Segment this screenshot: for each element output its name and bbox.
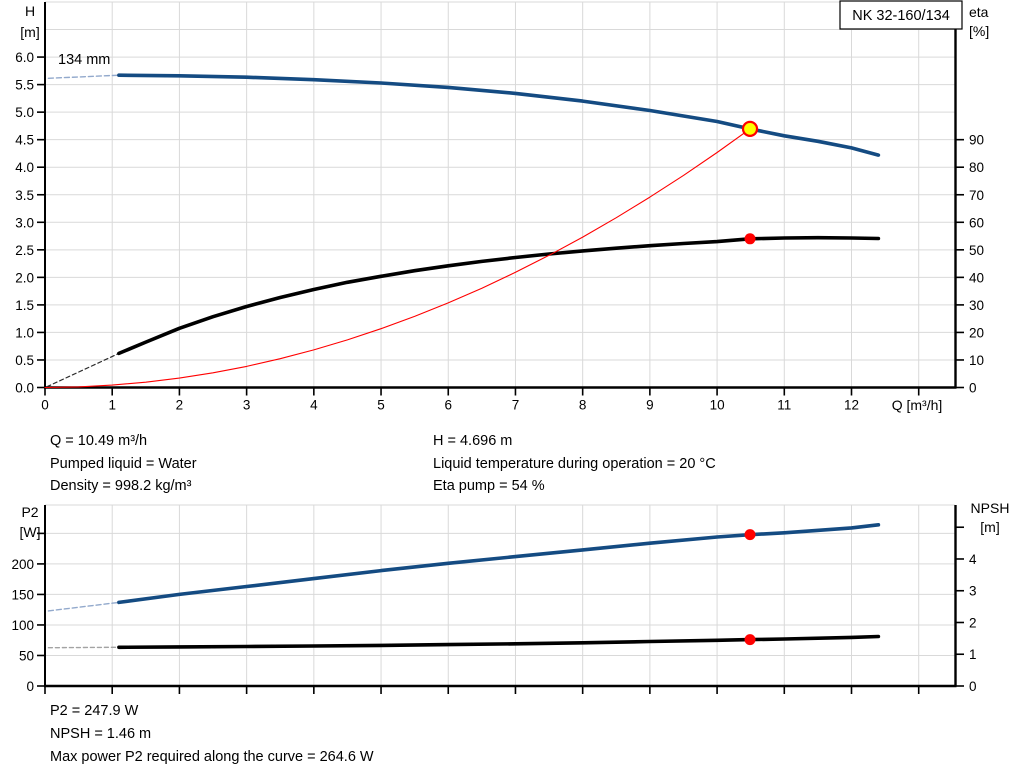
left-axis-title: [W] [20,524,41,540]
info-p2: P2 = 247.9 W [50,703,139,719]
x-axis-title: Q [m³/h] [892,397,943,413]
duty-point-npsh [744,634,756,646]
left-tick-label: 0.5 [15,353,34,368]
left-axis-title: [m] [20,24,39,40]
info-h: H = 4.696 m [433,433,513,449]
power-npsh-info: P2 = 247.9 W NPSH = 1.46 m Max power P2 … [50,700,374,769]
right-tick-label: 20 [969,325,984,340]
duty-point-p2 [744,529,756,541]
right-tick-label: 60 [969,215,984,230]
right-tick-label: 10 [969,353,984,368]
head-curve-lowflow-dashed [47,74,120,79]
left-tick-label: 4.0 [15,160,34,175]
x-tick-label: 9 [646,398,654,413]
info-q: Q = 10.49 m³/h [50,433,148,449]
x-tick-label: 4 [310,398,318,413]
right-tick-label: 0 [969,679,977,694]
left-tick-label: 50 [19,648,34,663]
npsh-curve [117,634,881,650]
x-tick-label: 2 [176,398,184,413]
duty-point-info-right: H = 4.696 m Liquid temperature during op… [433,430,716,498]
x-tick-label: 8 [579,398,587,413]
p2-curve [117,523,881,605]
right-axis-title: NPSH [971,500,1010,516]
left-axis-title: P2 [21,504,38,520]
duty-point-info-left: Q = 10.49 m³/h Pumped liquid = Water Den… [50,430,197,498]
info-liquid-temperature: Liquid temperature during operation = 20… [433,455,716,472]
left-tick-label: 2.0 [15,270,34,285]
left-tick-label: 6.0 [15,50,34,65]
x-tick-label: 6 [444,398,452,413]
left-tick-label: 1.5 [15,298,34,313]
impeller-diameter-label: 134 mm [58,52,110,68]
head-efficiency-chart: 0 1 2 3 4 5 6 7 8 9 10 11 12 Q [m³/h]0.00.51.01.52.02… [15,0,989,413]
pump-type-label: NK 32-160/134 [852,8,950,24]
right-axis-title: [%] [969,23,989,39]
right-tick-label: 70 [969,188,984,203]
left-tick-label: 150 [11,587,34,602]
left-tick-label: 4.5 [15,133,34,148]
eta-curve [117,235,881,356]
head-curve [117,73,881,157]
right-tick-label: 80 [969,160,984,175]
power-npsh-chart: 0 50 100 150 200 P2 [W] 0 1 2 3 4 NPSH [m] [11,500,1009,694]
left-tick-label: 2.5 [15,243,34,258]
left-tick-label: 3.5 [15,188,34,203]
left-tick-label: 5.0 [15,105,34,120]
left-tick-label: 5.5 [15,78,34,93]
x-tick-label: 7 [512,398,520,413]
p2-curve-lowflow-dashed [47,601,120,612]
right-tick-label: 2 [969,615,977,630]
info-pumped-liquid: Pumped liquid = Water [50,455,197,472]
x-tick-label: 10 [710,398,725,413]
duty-point-head [741,120,759,137]
right-tick-label: 0 [969,381,977,396]
x-tick-label: 1 [108,398,116,413]
left-axis-title: H [25,3,35,19]
x-tick-label: 5 [377,398,385,413]
left-tick-label: 3.0 [15,215,34,230]
right-axis-title: eta [969,4,989,20]
info-eta-pump: Eta pump = 54 % [433,478,545,494]
eta-curve-lowflow-dashed [46,352,120,388]
info-npsh: NPSH = 1.46 m [50,726,152,742]
x-tick-label: 11 [777,398,791,413]
x-tick-label: 0 [41,398,49,413]
left-tick-label: 100 [11,618,34,633]
info-density: Density = 998.2 kg/m³ [50,478,192,494]
duty-point-eta [744,233,756,245]
left-tick-label: 0 [26,679,34,694]
x-tick-label: 12 [844,398,859,413]
x-tick-label: 3 [243,398,251,413]
right-tick-label: 90 [969,133,984,148]
right-tick-label: 50 [969,243,984,258]
info-max-power: Max power P2 required along the curve = … [50,749,374,765]
left-tick-label: 200 [11,557,34,572]
right-axis-title: [m] [980,519,999,535]
pump-type-box [839,0,963,30]
right-tick-label: 30 [969,298,984,313]
system-curve [44,128,751,389]
left-tick-label: 0.0 [15,381,34,396]
right-tick-label: 3 [969,584,977,599]
right-tick-label: 40 [969,270,984,285]
left-tick-label: 1.0 [15,325,34,340]
right-tick-label: 1 [969,647,977,662]
right-tick-label: 4 [969,552,977,567]
